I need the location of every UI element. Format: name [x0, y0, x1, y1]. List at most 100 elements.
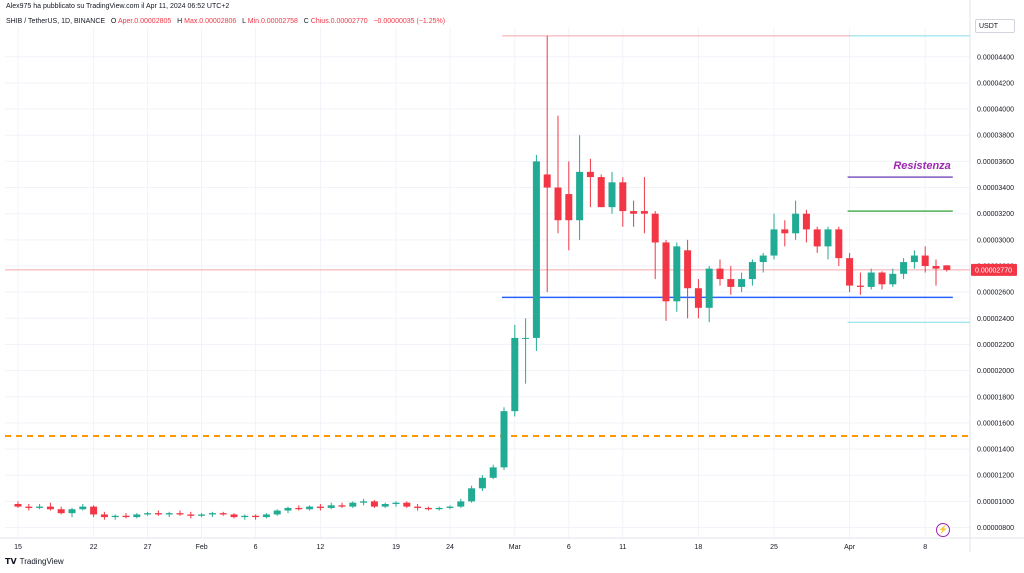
y-tick-label: 0.00003000 — [977, 237, 1014, 244]
candle-body — [597, 177, 605, 208]
last-price-label: 0.00002770 — [975, 267, 1012, 274]
candle-body — [824, 229, 832, 247]
open-value: Aper.0.00002805 — [117, 18, 172, 25]
candle-body — [932, 266, 940, 269]
low-label: L — [242, 18, 246, 25]
y-tick-label: 0.00001800 — [977, 394, 1014, 401]
y-tick-label: 0.00003400 — [977, 185, 1014, 192]
x-tick-label: Feb — [196, 544, 208, 551]
x-tick-label: 6 — [254, 544, 258, 551]
candle-body — [921, 255, 929, 266]
candle-body — [802, 213, 810, 230]
candle-body — [435, 507, 443, 510]
candle-body — [716, 268, 724, 280]
symbol-label[interactable]: SHIB / TetherUS, 1D, BINANCE — [6, 18, 106, 25]
candle-body — [478, 477, 486, 489]
x-tick-label: 19 — [392, 544, 400, 551]
candle-body — [727, 279, 735, 287]
candle-body — [176, 513, 184, 515]
candle-body — [500, 411, 508, 468]
candle-body — [554, 187, 562, 221]
candle-body — [673, 246, 681, 302]
x-tick-label: 11 — [619, 544, 626, 551]
candle-body — [846, 258, 854, 286]
candle-body — [36, 506, 44, 508]
candle-body — [370, 501, 378, 507]
open-label: O — [110, 18, 117, 25]
candle-body — [889, 273, 897, 285]
candle-body — [46, 506, 54, 510]
candle-body — [14, 504, 22, 507]
change-value: −0.00000035 (−1.25%) — [373, 18, 446, 25]
ohlc-legend: SHIB / TetherUS, 1D, BINANCE O Aper.0.00… — [6, 18, 445, 25]
candle-body — [608, 182, 616, 208]
x-tick-label: 12 — [317, 544, 325, 551]
candle-body — [252, 515, 260, 518]
y-tick-label: 0.00002000 — [977, 368, 1014, 375]
x-tick-label: 15 — [14, 544, 22, 551]
candle-body — [100, 514, 108, 518]
y-tick-label: 0.00000800 — [977, 525, 1014, 532]
candle-body — [241, 515, 249, 518]
candle-body — [403, 502, 411, 507]
candle-body — [738, 279, 746, 287]
candle-body — [219, 513, 227, 515]
candle-body — [630, 211, 638, 214]
y-tick-label: 0.00002400 — [977, 316, 1014, 323]
candle-body — [619, 182, 627, 212]
candle-body — [57, 509, 65, 514]
candle-body — [662, 242, 670, 302]
tradingview-logo-icon: TV — [5, 557, 17, 566]
candle-body — [306, 506, 314, 510]
candle-body — [792, 213, 800, 234]
candle-body — [468, 488, 476, 502]
currency-selector[interactable]: USDT — [975, 19, 1015, 33]
last-price-badge — [971, 263, 1017, 276]
candle-body — [565, 194, 573, 221]
candle-body — [198, 514, 206, 516]
y-tick-label: 0.00002600 — [977, 290, 1014, 297]
candle-body — [381, 504, 389, 507]
close-value: Chius.0.00002770 — [310, 18, 368, 25]
lightning-icon[interactable]: ⚡ — [936, 523, 950, 537]
candle-body — [705, 268, 713, 308]
candle-body — [586, 171, 594, 178]
candle-body — [414, 506, 422, 508]
y-tick-label: 0.00003200 — [977, 211, 1014, 218]
candle-body — [910, 255, 918, 263]
candle-body — [262, 514, 270, 518]
candle-body — [489, 467, 497, 478]
y-tick-label: 0.00001400 — [977, 447, 1014, 454]
candle-body — [68, 509, 76, 514]
x-tick-label: Apr — [844, 544, 856, 551]
y-tick-label: 0.00004200 — [977, 80, 1014, 87]
y-tick-label: 0.00004400 — [977, 54, 1014, 61]
candle-body — [856, 285, 864, 287]
footer-brand[interactable]: TV TradingView — [5, 557, 64, 566]
candle-body — [360, 501, 368, 503]
x-tick-label: 24 — [446, 544, 454, 551]
y-tick-label: 0.00001000 — [977, 499, 1014, 506]
candle-body — [522, 337, 530, 339]
x-tick-label: 25 — [770, 544, 778, 551]
candle-body — [284, 507, 292, 511]
candle-body — [144, 513, 152, 515]
resistance-label: Resistenza — [893, 160, 950, 172]
y-tick-label: 0.00003800 — [977, 133, 1014, 140]
candle-body — [684, 250, 692, 289]
y-tick-label: 0.00003600 — [977, 159, 1014, 166]
candle-body — [273, 510, 281, 515]
close-label: C — [303, 18, 309, 25]
candle-body — [392, 502, 400, 504]
candle-body — [835, 229, 843, 259]
y-tick-label: 0.00002200 — [977, 342, 1014, 349]
high-label: H — [177, 18, 183, 25]
candle-body — [867, 272, 875, 287]
candle-body — [208, 513, 216, 515]
candle-body — [640, 211, 648, 214]
candle-body — [79, 506, 87, 510]
candle-body — [651, 213, 659, 243]
candle-body — [133, 514, 141, 518]
candle-body — [457, 501, 465, 507]
